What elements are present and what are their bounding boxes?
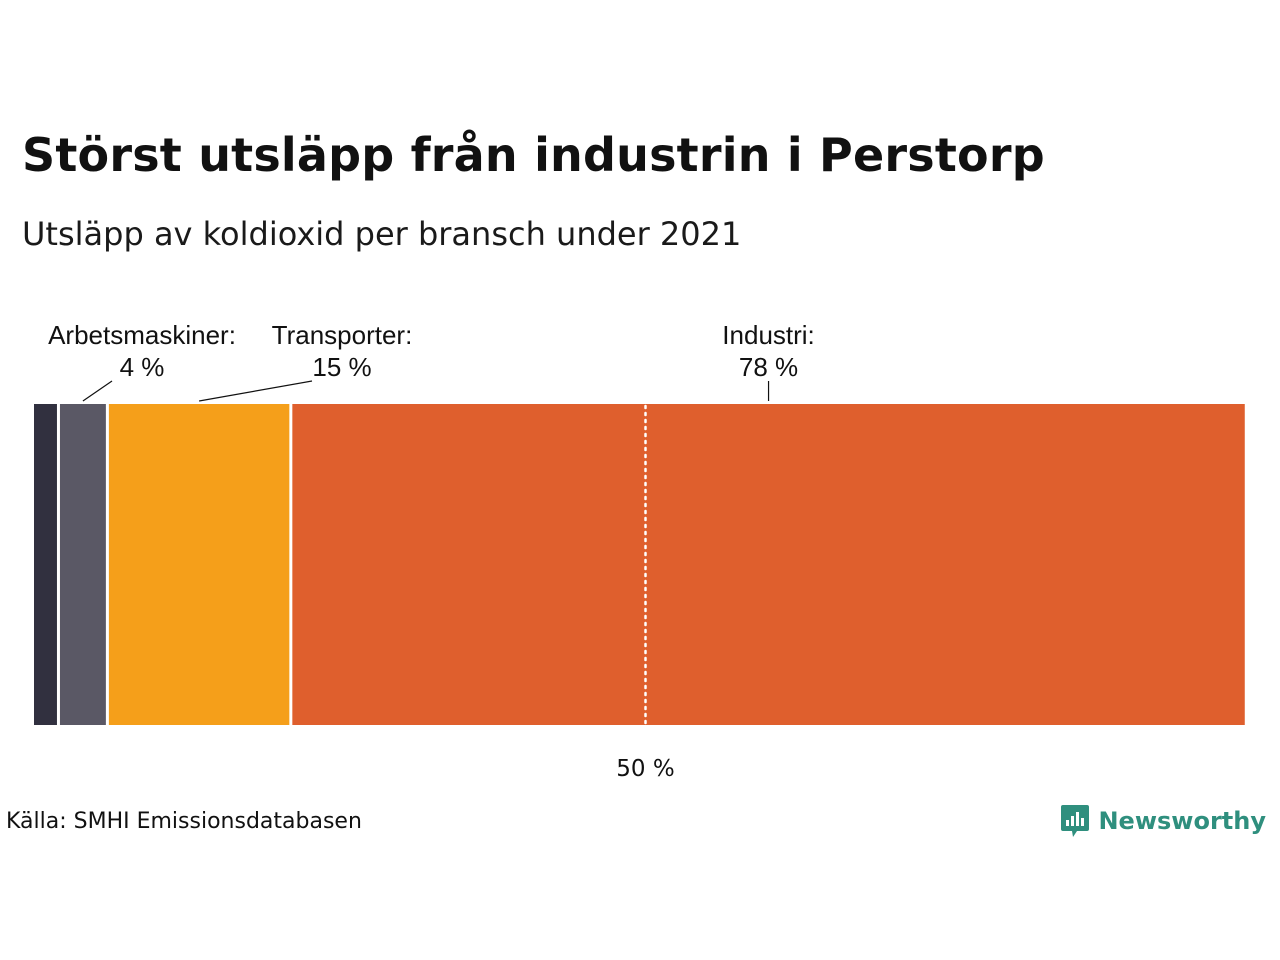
leader-line-transporter	[199, 380, 313, 402]
segment-value-label-arbetsmaskiner: 4 %	[120, 352, 165, 382]
source-note: Källa: SMHI Emissionsdatabasen	[6, 809, 362, 834]
bar-segment-transporter	[108, 404, 290, 725]
brand-logo: Newsworthy	[1060, 803, 1266, 839]
chart-title: Störst utsläpp från industrin i Perstorp	[22, 128, 1045, 182]
segment-label-transporter: Transporter:	[272, 320, 413, 350]
segment-value-label-industri: 78 %	[739, 352, 798, 382]
bar-segment-arbetsmaskiner	[59, 404, 106, 725]
bar-segment-industri	[292, 404, 1245, 725]
segment-value-label-transporter: 15 %	[312, 352, 371, 382]
bar-segment-ovrigt	[34, 404, 57, 725]
chart-subtitle: Utsläpp av koldioxid per bransch under 2…	[22, 215, 742, 253]
bar-chart-speech-bubble-icon	[1061, 805, 1090, 837]
segment-label-arbetsmaskiner: Arbetsmaskiner:	[48, 320, 236, 350]
reference-line-label: 50 %	[616, 756, 674, 782]
stacked-bar-chart: 50 % Arbetsmaskiner:4 % Transporter:15 % I…	[34, 320, 1245, 782]
brand-name: Newsworthy	[1098, 807, 1266, 835]
segment-labels: Arbetsmaskiner:4 % Transporter:15 % Indust…	[48, 320, 815, 402]
reference-lines: 50 %	[616, 404, 675, 782]
segment-label-industri: Industri:	[722, 320, 815, 350]
leader-line-arbetsmaskiner	[82, 380, 113, 402]
bar-segments	[34, 404, 1245, 725]
